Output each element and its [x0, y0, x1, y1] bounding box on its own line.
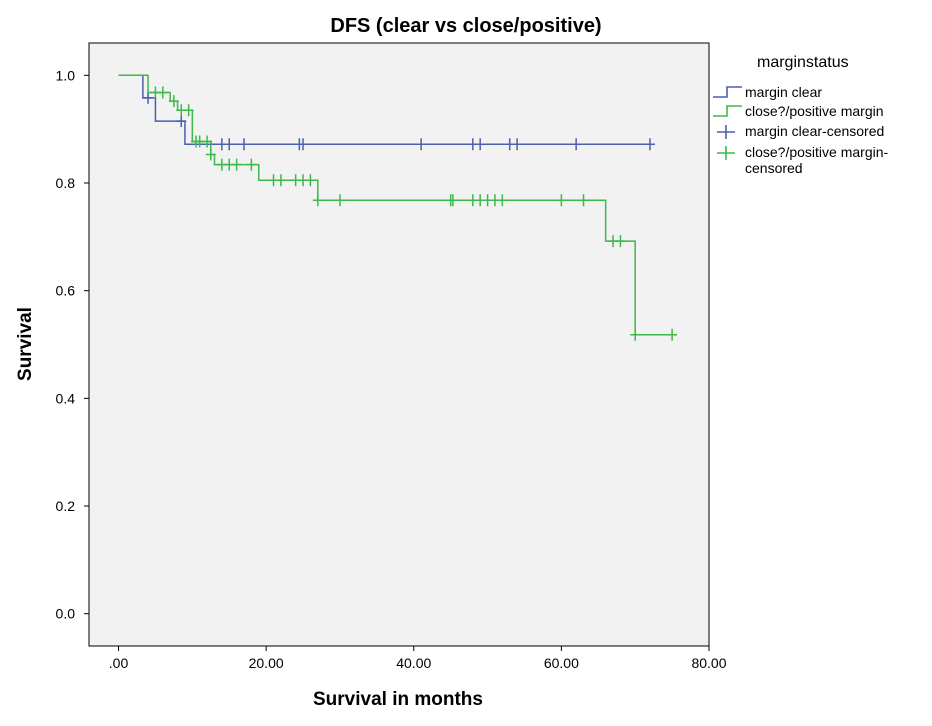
censor-mark-close: [667, 328, 678, 341]
y-axis-ticks: 0.0 0.2 0.4 0.6 0.8 1.0: [56, 67, 89, 622]
y-tick-label: 0.2: [56, 498, 76, 514]
censor-mark-clear: [143, 91, 154, 104]
x-tick-label: 80.00: [691, 655, 726, 671]
legend-swatch-censor: [717, 146, 735, 160]
censor-mark-close: [168, 95, 179, 108]
x-axis-label: Survival in months: [313, 689, 483, 710]
x-tick-label: 40.00: [396, 655, 431, 671]
x-tick-label: 60.00: [544, 655, 579, 671]
censor-mark-clear: [571, 138, 582, 151]
censor-mark-close: [556, 194, 567, 207]
legend-label-line: margin clear-censored: [745, 123, 884, 139]
y-axis-label: Survival: [15, 307, 36, 381]
legend-swatch-censor: [717, 125, 735, 139]
legend-label: margin clear: [745, 84, 822, 100]
legend-swatch-line: [713, 105, 742, 117]
censor-mark-close: [202, 135, 213, 148]
censor-mark-close: [205, 148, 216, 161]
censor-mark-close: [447, 194, 458, 207]
censor-mark-clear: [176, 115, 187, 128]
censor-mark-close: [334, 194, 345, 207]
censor-mark-close: [578, 194, 589, 207]
plot-area: [88, 42, 710, 647]
x-tick-label: 20.00: [249, 655, 284, 671]
censor-mark-clear: [224, 138, 235, 151]
legend-title: marginstatus: [757, 54, 849, 71]
legend-label-line: close?/positive margin: [745, 103, 884, 119]
censor-mark-close: [157, 86, 168, 99]
y-tick-label: 0.4: [56, 390, 76, 406]
legend-swatch-line: [713, 86, 742, 98]
censor-mark-close: [615, 235, 626, 248]
censor-mark-clear: [298, 138, 309, 151]
y-tick-label: 0.0: [56, 606, 76, 622]
censor-mark-close: [630, 328, 641, 341]
censor-mark-clear: [416, 138, 427, 151]
series-layer: [118, 74, 678, 341]
censor-mark-close: [305, 174, 316, 187]
y-tick-label: 0.6: [56, 283, 76, 299]
y-tick-label: 1.0: [56, 67, 76, 83]
legend-label: margin clear-censored: [745, 123, 884, 139]
censor-mark-close: [231, 158, 242, 171]
legend-label-line: close?/positive margin-: [745, 144, 889, 160]
censor-mark-close: [497, 194, 508, 207]
legend-label-line: margin clear: [745, 84, 822, 100]
censor-mark-clear: [475, 138, 486, 151]
legend-label: close?/positive margin-censored: [745, 144, 889, 176]
series-line-clear: [118, 74, 650, 145]
censor-mark-close: [183, 104, 194, 117]
y-tick-label: 0.8: [56, 175, 76, 191]
censor-mark-clear: [239, 138, 249, 151]
x-axis-ticks: .00 20.00 40.00 60.00 80.00: [109, 646, 727, 671]
chart-title: DFS (clear vs close/positive): [330, 15, 601, 37]
legend: marginstatus margin clear close?/positive…: [713, 54, 889, 176]
censor-mark-close: [312, 194, 323, 207]
x-tick-label: .00: [109, 655, 129, 671]
censor-mark-clear: [512, 138, 523, 151]
censor-mark-clear: [644, 138, 655, 151]
legend-label: close?/positive margin: [745, 103, 884, 119]
censor-mark-close: [246, 158, 257, 171]
censor-mark-close: [275, 174, 286, 187]
legend-items: margin clear close?/positive margin margin…: [713, 84, 889, 176]
legend-label-line: censored: [745, 160, 803, 176]
